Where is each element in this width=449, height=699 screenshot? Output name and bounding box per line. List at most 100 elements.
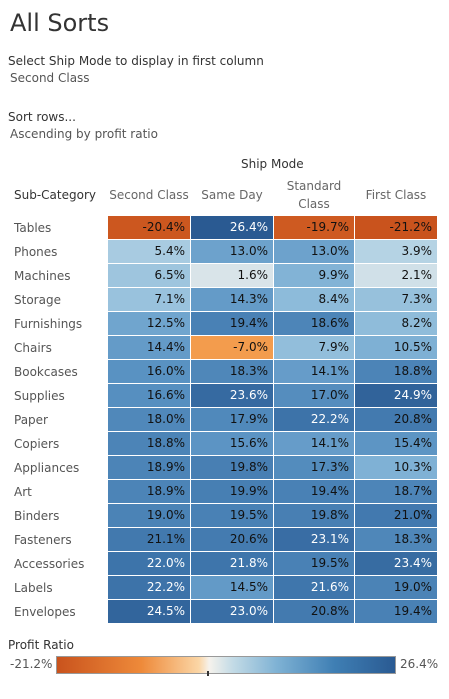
heatmap-cell[interactable]: 14.5% — [191, 576, 273, 599]
heatmap-cell[interactable]: 21.0% — [355, 504, 437, 527]
heatmap-cell[interactable]: 16.0% — [108, 360, 190, 383]
heatmap-cell[interactable]: 7.9% — [274, 336, 354, 359]
heatmap-cell[interactable]: 8.4% — [274, 288, 354, 311]
heatmap-cell[interactable]: 19.5% — [274, 552, 354, 575]
heatmap-cell[interactable]: 19.4% — [274, 480, 354, 503]
heatmap-cell[interactable]: 7.1% — [108, 288, 190, 311]
heatmap-cell[interactable]: 22.0% — [108, 552, 190, 575]
heatmap-cell[interactable]: 19.9% — [191, 480, 273, 503]
heatmap-cell[interactable]: 18.6% — [274, 312, 354, 335]
heatmap-cell[interactable]: 24.5% — [108, 600, 190, 623]
heatmap-cell[interactable]: -19.7% — [274, 216, 354, 239]
row-label: Bookcases — [14, 365, 78, 379]
heatmap-cell[interactable]: 22.2% — [274, 408, 354, 431]
heatmap-cell[interactable]: 15.6% — [191, 432, 273, 455]
heatmap-cell[interactable]: 17.3% — [274, 456, 354, 479]
heatmap-cell[interactable]: 14.1% — [274, 360, 354, 383]
heatmap-cell[interactable]: 17.9% — [191, 408, 273, 431]
heatmap-cell[interactable]: 2.1% — [355, 264, 437, 287]
heatmap-cell[interactable]: 10.3% — [355, 456, 437, 479]
row-label: Envelopes — [14, 605, 76, 619]
row-label: Paper — [14, 413, 48, 427]
heatmap-cell[interactable]: 26.4% — [191, 216, 273, 239]
heatmap-cell[interactable]: 15.4% — [355, 432, 437, 455]
heatmap-cell[interactable]: 6.5% — [108, 264, 190, 287]
heatmap-cell[interactable]: 23.4% — [355, 552, 437, 575]
heatmap-cell[interactable]: 17.0% — [274, 384, 354, 407]
heatmap-cell[interactable]: 21.8% — [191, 552, 273, 575]
heatmap-cell[interactable]: 23.6% — [191, 384, 273, 407]
heatmap-cell[interactable]: 21.1% — [108, 528, 190, 551]
heatmap-cell[interactable]: 19.0% — [108, 504, 190, 527]
heatmap-cell[interactable]: 18.9% — [108, 456, 190, 479]
row-label: Machines — [14, 269, 71, 283]
heatmap-cell[interactable]: 18.9% — [108, 480, 190, 503]
heatmap-cell[interactable]: 10.5% — [355, 336, 437, 359]
heatmap-cell[interactable]: 18.3% — [191, 360, 273, 383]
heatmap-cell[interactable]: 8.2% — [355, 312, 437, 335]
heatmap-cell[interactable]: 20.8% — [274, 600, 354, 623]
column-header-first-class: First Class — [365, 188, 427, 202]
row-header-title: Sub-Category — [14, 188, 96, 202]
heatmap-cell[interactable]: 20.6% — [191, 528, 273, 551]
page-title: All Sorts — [10, 9, 110, 37]
heatmap-cell[interactable]: 20.8% — [355, 408, 437, 431]
heatmap-cell[interactable]: 7.3% — [355, 288, 437, 311]
row-label: Copiers — [14, 437, 60, 451]
heatmap-cell[interactable]: 19.8% — [191, 456, 273, 479]
column-group-title: Ship Mode — [241, 157, 304, 171]
heatmap-cell[interactable]: 19.4% — [355, 600, 437, 623]
heatmap-cell[interactable]: 18.7% — [355, 480, 437, 503]
heatmap-cell[interactable]: 22.2% — [108, 576, 190, 599]
heatmap-cell[interactable]: 13.0% — [274, 240, 354, 263]
row-label: Chairs — [14, 341, 52, 355]
legend-zero-tick — [207, 671, 209, 676]
heatmap-cell[interactable]: -21.2% — [355, 216, 437, 239]
row-label: Phones — [14, 245, 58, 259]
row-label: Supplies — [14, 389, 65, 403]
sort-rows-parameter-value[interactable]: Ascending by profit ratio — [10, 127, 158, 141]
ship-mode-parameter-value[interactable]: Second Class — [10, 71, 90, 85]
column-header-standard-class: Standard Class — [286, 179, 342, 211]
row-label: Art — [14, 485, 32, 499]
row-label: Labels — [14, 581, 53, 595]
heatmap-cell[interactable]: 21.6% — [274, 576, 354, 599]
heatmap-cell[interactable]: 9.9% — [274, 264, 354, 287]
ship-mode-parameter-label: Select Ship Mode to display in first col… — [8, 54, 264, 68]
heatmap-cell[interactable]: 18.0% — [108, 408, 190, 431]
row-label: Tables — [14, 221, 52, 235]
heatmap-cell[interactable]: 19.8% — [274, 504, 354, 527]
column-header-same-day: Same Day — [201, 188, 263, 202]
sort-rows-parameter-label: Sort rows... — [8, 110, 76, 124]
row-label: Storage — [14, 293, 61, 307]
heatmap-cell[interactable]: 14.3% — [191, 288, 273, 311]
heatmap-cell[interactable]: -7.0% — [191, 336, 273, 359]
row-label: Binders — [14, 509, 60, 523]
row-label: Accessories — [14, 557, 85, 571]
column-header-second-class: Second Class — [109, 188, 189, 202]
heatmap-cell[interactable]: 18.8% — [108, 432, 190, 455]
heatmap-cell[interactable]: 1.6% — [191, 264, 273, 287]
legend-title: Profit Ratio — [8, 638, 74, 652]
heatmap-cell[interactable]: 18.3% — [355, 528, 437, 551]
heatmap-cell[interactable]: 24.9% — [355, 384, 437, 407]
heatmap-cell[interactable]: 14.4% — [108, 336, 190, 359]
row-label: Appliances — [14, 461, 80, 475]
heatmap-cell[interactable]: 19.0% — [355, 576, 437, 599]
heatmap-cell[interactable]: 19.4% — [191, 312, 273, 335]
heatmap-cell[interactable]: 5.4% — [108, 240, 190, 263]
heatmap-cell[interactable]: 3.9% — [355, 240, 437, 263]
heatmap-cell[interactable]: 14.1% — [274, 432, 354, 455]
heatmap-cell[interactable]: 18.8% — [355, 360, 437, 383]
heatmap-cell[interactable]: -20.4% — [108, 216, 190, 239]
legend-color-bar — [56, 656, 396, 674]
heatmap-cell[interactable]: 12.5% — [108, 312, 190, 335]
heatmap-cell[interactable]: 19.5% — [191, 504, 273, 527]
heatmap-cell[interactable]: 23.0% — [191, 600, 273, 623]
row-label: Furnishings — [14, 317, 83, 331]
heatmap-cell[interactable]: 23.1% — [274, 528, 354, 551]
heatmap-cell[interactable]: 16.6% — [108, 384, 190, 407]
row-label: Fasteners — [14, 533, 72, 547]
heatmap-cell[interactable]: 13.0% — [191, 240, 273, 263]
